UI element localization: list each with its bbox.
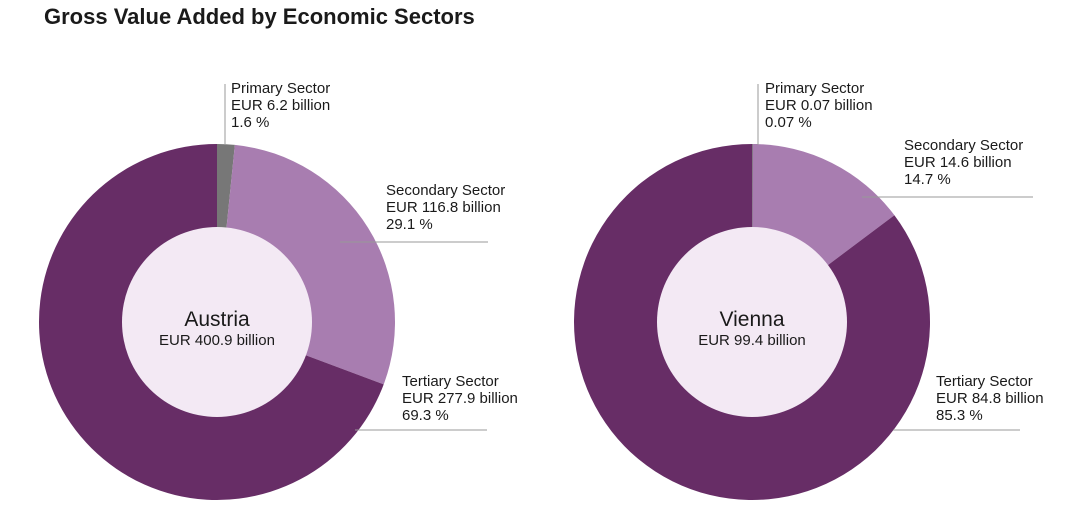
slice-percent-label: 14.7 %: [904, 171, 951, 188]
slice-value-label: EUR 84.8 billion: [936, 390, 1044, 407]
center-total: EUR 99.4 billion: [698, 332, 806, 349]
slice-name-label: Primary Sector: [231, 80, 330, 97]
slice-percent-label: 1.6 %: [231, 114, 269, 131]
center-label: Austria: [184, 308, 250, 331]
center-label: Vienna: [719, 308, 784, 331]
slice-name-label: Tertiary Sector: [936, 373, 1033, 390]
slice-name-label: Tertiary Sector: [402, 373, 499, 390]
donut-center: [657, 227, 847, 417]
slice-value-label: EUR 0.07 billion: [765, 97, 873, 114]
slice-value-label: EUR 6.2 billion: [231, 97, 330, 114]
page-title: Gross Value Added by Economic Sectors: [44, 4, 475, 29]
donut-center: [122, 227, 312, 417]
slice-percent-label: 0.07 %: [765, 114, 812, 131]
slice-percent-label: 29.1 %: [386, 216, 433, 233]
slice-value-label: EUR 14.6 billion: [904, 154, 1012, 171]
slice-value-label: EUR 277.9 billion: [402, 390, 518, 407]
slice-name-label: Secondary Sector: [386, 182, 505, 199]
slice-percent-label: 69.3 %: [402, 407, 449, 424]
slice-name-label: Secondary Sector: [904, 137, 1023, 154]
slice-value-label: EUR 116.8 billion: [386, 199, 501, 216]
slice-percent-label: 85.3 %: [936, 407, 983, 424]
center-total: EUR 400.9 billion: [159, 332, 275, 349]
slice-name-label: Primary Sector: [765, 80, 864, 97]
